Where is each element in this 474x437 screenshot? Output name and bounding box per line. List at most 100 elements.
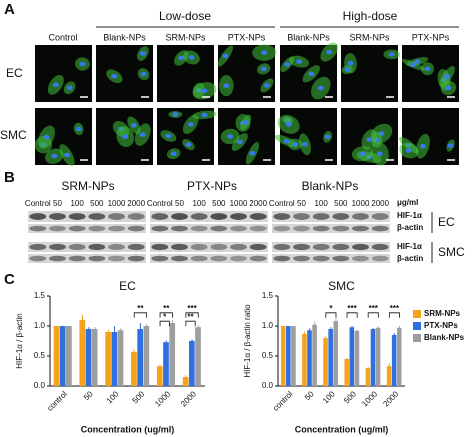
blot-strip [272,224,390,233]
nucleus [285,122,292,127]
blot-band [190,213,208,220]
nucleus [111,73,118,79]
lane-label: 2000 [371,199,389,208]
nucleus [242,120,249,125]
nucleus [51,153,58,159]
blot-band [108,213,125,220]
chart-title: SMC [328,279,355,293]
nucleus [139,132,146,137]
lane-label: 2000 [127,199,145,208]
nucleus [172,112,179,117]
column-header: SRM-NPs [350,32,390,42]
nucleus [347,60,354,66]
blot-band [88,213,106,220]
blot-band [49,255,66,262]
blot-strip [28,242,146,252]
group-header: High-dose [343,9,398,23]
blot-band [371,255,389,262]
bar [85,329,92,386]
blot-band [151,213,169,220]
bar [375,327,381,386]
y-axis-label: HIF-1α / β-actin [15,313,24,368]
y-tick-label: 0.0 [34,381,46,390]
blot-band [273,243,291,251]
blot-strip [272,242,390,252]
blot-band [371,213,389,220]
y-tick-label: 1.0 [262,321,274,330]
bar [391,335,397,386]
blot-band [29,225,47,232]
bar [195,327,201,386]
nucleus [236,139,243,145]
blot-strip [150,211,268,222]
blot-band [371,243,389,251]
nucleus [296,59,303,64]
nucleus [227,134,234,139]
nucleus [79,61,86,67]
nucleus [424,66,431,72]
column-header: Control [48,32,77,42]
blot-band [312,225,330,232]
bar [370,329,376,386]
nucleus [263,83,270,88]
panel-label: C [4,271,15,288]
lane-label: 500 [212,199,226,208]
blot-band [49,213,66,220]
legend-swatch [413,322,421,330]
blot-band [249,225,267,232]
blot-band [352,255,369,262]
y-axis-label: HIF-1α / β-actin ratio [243,304,252,378]
nucleus [302,142,309,147]
bar [280,326,286,386]
significance-bracket [185,312,199,318]
significance-label: * [163,312,167,321]
blot-band [249,213,267,220]
blot-band [68,225,86,232]
blot-band [127,213,145,220]
bar [91,329,98,386]
blot-band [352,243,369,251]
significance-bracket [159,320,170,327]
blot-strip [150,254,268,263]
nucleus [66,85,73,91]
micrograph [35,45,92,102]
bar [188,341,195,386]
bar [365,368,371,386]
blot-band [230,225,247,232]
bar [59,326,66,386]
blot-band [210,213,228,220]
nucleus [43,134,50,140]
bar [386,366,392,386]
bar [163,342,169,386]
blot-band [312,255,330,262]
significance-label: ** [187,312,194,321]
y-tick-label: 0.5 [262,351,274,360]
blot-band [293,225,310,232]
nucleus [283,138,290,144]
lane-label: Control [147,199,173,208]
nucleus [63,152,70,158]
x-tick-label: 2000 [179,389,198,408]
panel-label: B [4,169,15,186]
x-tick-label: 100 [321,389,337,405]
blot-band [230,213,247,220]
significance-label: * [329,304,333,313]
blot-band [49,243,66,251]
blot-band [29,255,47,262]
nucleus [444,74,451,79]
blot-band [352,213,369,220]
blot-band [151,225,169,232]
blot-band [190,225,208,232]
lane-label: 50 [53,199,62,208]
nucleus [201,112,208,118]
legend-label: PTX-NPs [424,321,458,330]
blot-band [127,255,145,262]
bar [117,330,124,386]
blot-band [293,255,310,262]
x-tick-label: control [271,389,295,413]
blot-band [312,213,330,220]
lane-label: 500 [90,199,104,208]
lane-label: 50 [175,199,184,208]
lane-label: 50 [297,199,306,208]
blot-band [273,213,291,220]
